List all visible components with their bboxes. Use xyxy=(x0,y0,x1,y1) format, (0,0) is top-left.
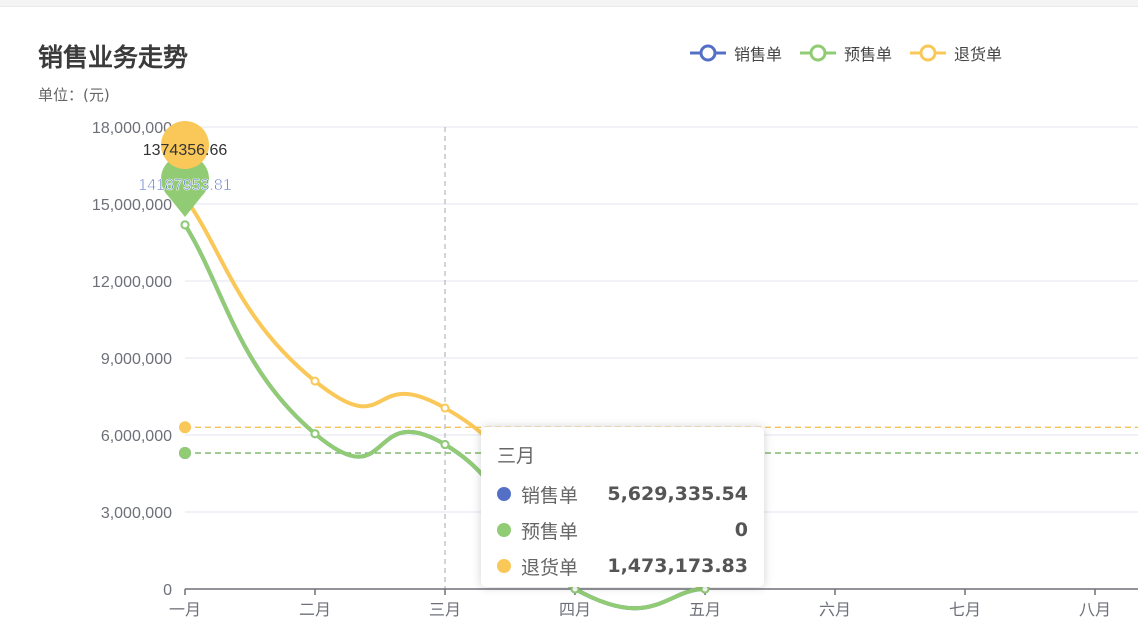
tooltip-value-return: 1,473,173.83 xyxy=(607,555,748,577)
chart-subtitle: 单位：(元) xyxy=(38,86,110,104)
y-tick-label: 18,000,000 xyxy=(92,120,172,137)
data-point xyxy=(310,376,320,386)
tooltip-name-presale: 预售单 xyxy=(521,520,579,543)
tooltip: 三月 销售单 5,629,335.54 预售单 0 退货单 1,473,173.… xyxy=(481,427,764,587)
legend-swatch-presale xyxy=(800,44,837,62)
data-point xyxy=(310,429,320,439)
y-tick-label: 0 xyxy=(163,582,172,599)
legend-label-sales: 销售单 xyxy=(734,45,783,64)
tooltip-dot-sales xyxy=(497,487,511,501)
tooltip-value-presale: 0 xyxy=(734,519,748,541)
max-label-return: 1374356.66 xyxy=(143,142,228,159)
x-tick-label: 五月 xyxy=(689,600,721,619)
legend-swatch-return xyxy=(910,44,947,62)
legend-label-return: 退货单 xyxy=(954,45,1003,64)
tooltip-dot-return xyxy=(497,559,511,573)
x-tick-label: 二月 xyxy=(299,600,331,619)
series-line xyxy=(183,223,706,611)
y-tick-label: 9,000,000 xyxy=(101,351,172,368)
tooltip-value-sales: 5,629,335.54 xyxy=(607,483,748,505)
max-pin-return xyxy=(161,121,209,169)
x-tick-label: 一月 xyxy=(169,600,201,619)
chart-title: 销售业务走势 xyxy=(38,43,189,72)
x-tick-label: 三月 xyxy=(429,600,461,619)
x-tick-label: 六月 xyxy=(819,600,851,619)
y-tick-label: 6,000,000 xyxy=(101,428,172,445)
chart-legend: 销售单 预售单 退货单 xyxy=(690,41,1002,65)
tooltip-row-sales: 销售单 5,629,335.54 xyxy=(497,476,748,512)
max-pin-presale xyxy=(161,154,209,217)
tooltip-dot-presale xyxy=(497,523,511,537)
tooltip-name-sales: 销售单 xyxy=(521,484,579,507)
y-tick-label: 15,000,000 xyxy=(92,197,172,214)
legend-item-sales[interactable]: 销售单 xyxy=(690,41,782,65)
legend-label-presale: 预售单 xyxy=(844,45,893,64)
tooltip-title: 三月 xyxy=(497,445,536,467)
data-point xyxy=(440,440,450,450)
tooltip-name-return: 退货单 xyxy=(521,556,579,579)
max-label-sales: 14187953.81 xyxy=(138,177,232,194)
y-tick-label: 3,000,000 xyxy=(101,505,172,522)
y-tick-label: 12,000,000 xyxy=(92,274,172,291)
legend-item-presale[interactable]: 预售单 xyxy=(800,41,892,65)
tooltip-row-presale: 预售单 0 xyxy=(497,512,748,548)
x-tick-label: 七月 xyxy=(949,600,981,619)
top-border xyxy=(0,0,1138,7)
data-point xyxy=(180,220,190,230)
tooltip-row-return: 退货单 1,473,173.83 xyxy=(497,548,748,584)
average-line-marker xyxy=(179,446,191,459)
legend-swatch-sales xyxy=(690,44,726,62)
data-point xyxy=(440,403,450,413)
legend-item-return[interactable]: 退货单 xyxy=(910,41,1002,65)
x-tick-label: 八月 xyxy=(1079,600,1111,619)
x-tick-label: 四月 xyxy=(559,600,591,619)
average-line-marker xyxy=(179,421,191,434)
